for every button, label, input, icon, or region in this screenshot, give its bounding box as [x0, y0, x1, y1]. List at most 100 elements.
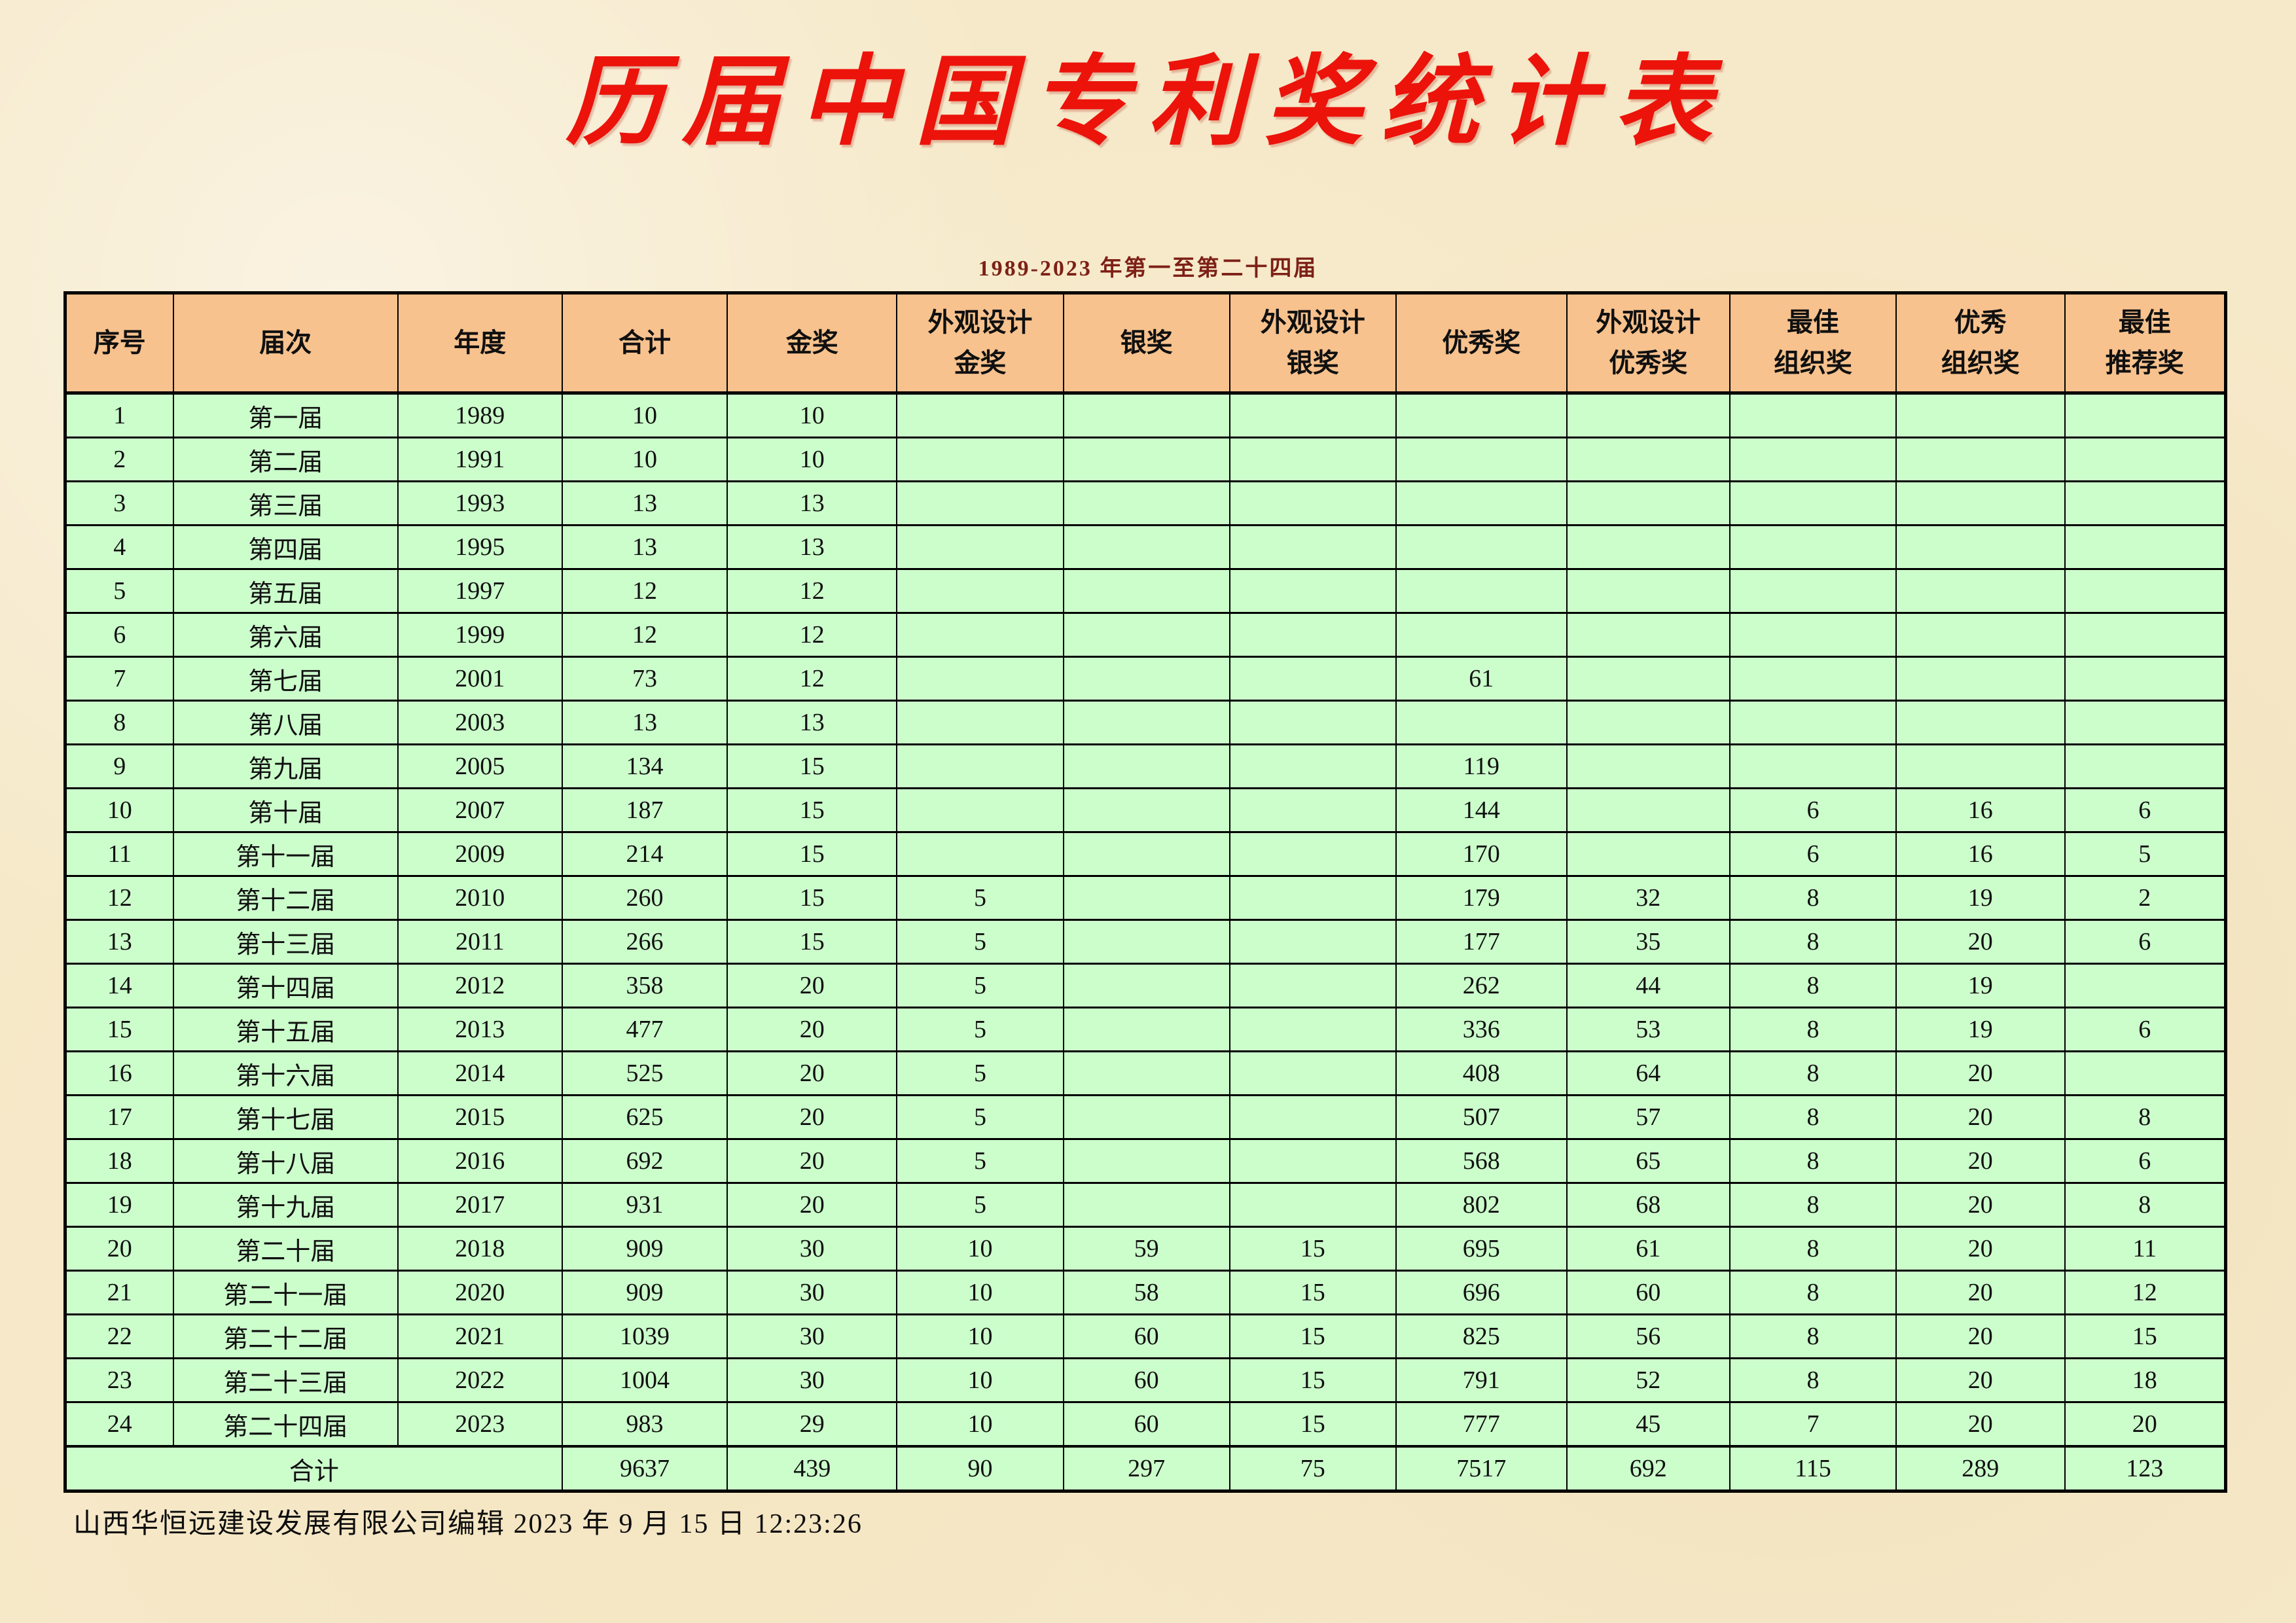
table-row: 6 第六届 1999 12 12 — [64, 612, 2227, 658]
cell-silver — [1062, 831, 1230, 877]
cell-best-recommendation — [2064, 524, 2227, 570]
cell-index: 4 — [64, 524, 174, 570]
column-header-design-silver: 外观设计 银奖 — [1229, 292, 1397, 395]
cell-design-silver: 15 — [1229, 1270, 1397, 1315]
cell-silver — [1062, 700, 1230, 745]
cell-session: 第十八届 — [172, 1138, 399, 1184]
cell-gold: 15 — [726, 787, 898, 833]
cell-design-silver — [1229, 392, 1397, 438]
cell-silver: 60 — [1062, 1357, 1230, 1403]
cell-best-organization: 6 — [1729, 831, 1897, 877]
cell-excellence — [1395, 700, 1568, 745]
cell-best-organization: 8 — [1729, 1094, 1897, 1140]
cell-design-excellence — [1566, 437, 1731, 482]
cell-excellence: 791 — [1395, 1357, 1568, 1403]
cell-index: 13 — [64, 919, 174, 965]
cell-index: 12 — [64, 875, 174, 921]
cell-session: 第十三届 — [172, 919, 399, 965]
cell-silver — [1062, 787, 1230, 833]
cell-gold: 30 — [726, 1226, 898, 1272]
cell-best-organization: 8 — [1729, 1182, 1897, 1228]
cell-excellence: 507 — [1395, 1094, 1568, 1140]
cell-design-gold: 10 — [896, 1226, 1064, 1272]
cell-best-organization — [1729, 743, 1897, 789]
cell-silver — [1062, 392, 1230, 438]
cell-year: 1991 — [397, 437, 563, 482]
cell-silver — [1062, 524, 1230, 570]
cell-design-gold: 5 — [896, 1138, 1064, 1184]
column-header-year: 年度 — [397, 292, 563, 395]
cell-gold: 20 — [726, 1138, 898, 1184]
cell-year: 2011 — [397, 919, 563, 965]
cell-design-silver — [1229, 1094, 1397, 1140]
cell-session: 第七届 — [172, 656, 399, 702]
cell-design-silver — [1229, 437, 1397, 482]
cell-total: 13 — [561, 700, 728, 745]
cell-gold: 20 — [726, 1007, 898, 1052]
cell-design-excellence: 68 — [1566, 1182, 1731, 1228]
cell-excellence — [1395, 524, 1568, 570]
column-header-total: 合计 — [561, 292, 728, 395]
cell-index: 1 — [64, 392, 174, 438]
cell-gold: 10 — [726, 392, 898, 438]
table-row: 3 第三届 1993 13 13 — [64, 480, 2227, 526]
cell-silver — [1062, 1094, 1230, 1140]
cell-design-silver: 15 — [1229, 1313, 1397, 1359]
cell-excellence — [1395, 437, 1568, 482]
cell-total: 358 — [561, 963, 728, 1008]
cell-index: 2 — [64, 437, 174, 482]
cell-session: 第四届 — [172, 524, 399, 570]
cell-design-excellence: 53 — [1566, 1007, 1731, 1052]
cell-session: 第六届 — [172, 612, 399, 658]
cell-design-gold — [896, 568, 1064, 614]
cell-best-recommendation — [2064, 612, 2227, 658]
cell-best-recommendation — [2064, 437, 2227, 482]
cell-design-gold — [896, 700, 1064, 745]
cell-total: 73 — [561, 656, 728, 702]
total-cell-design-gold: 90 — [896, 1445, 1064, 1492]
cell-index: 3 — [64, 480, 174, 526]
cell-excellence: 177 — [1395, 919, 1568, 965]
cell-excellent-organization: 20 — [1895, 1094, 2066, 1140]
cell-design-gold — [896, 656, 1064, 702]
cell-index: 7 — [64, 656, 174, 702]
cell-design-gold — [896, 480, 1064, 526]
cell-session: 第十五届 — [172, 1007, 399, 1052]
table-row: 9 第九届 2005 134 15 119 — [64, 743, 2227, 789]
cell-design-gold — [896, 524, 1064, 570]
cell-best-recommendation: 6 — [2064, 1138, 2227, 1184]
cell-total: 525 — [561, 1050, 728, 1096]
cell-best-organization: 8 — [1729, 919, 1897, 965]
cell-best-organization: 8 — [1729, 1138, 1897, 1184]
header-row: 序号 届次 年度 合计 金奖 外观设计 金奖 银奖 外观设计 银奖 优秀奖 外观设计 优秀奖 最佳 … — [64, 292, 2227, 395]
cell-best-organization: 8 — [1729, 1313, 1897, 1359]
cell-design-silver — [1229, 1138, 1397, 1184]
cell-total: 909 — [561, 1270, 728, 1315]
cell-excellent-organization — [1895, 656, 2066, 702]
cell-design-gold: 10 — [896, 1313, 1064, 1359]
cell-excellent-organization — [1895, 392, 2066, 438]
cell-excellence: 170 — [1395, 831, 1568, 877]
cell-session: 第三届 — [172, 480, 399, 526]
column-header-excellent-organization: 优秀 组织奖 — [1895, 292, 2066, 395]
cell-excellent-organization: 20 — [1895, 1138, 2066, 1184]
cell-year: 2005 — [397, 743, 563, 789]
cell-design-gold: 5 — [896, 875, 1064, 921]
cell-design-excellence — [1566, 480, 1731, 526]
cell-index: 18 — [64, 1138, 174, 1184]
cell-best-recommendation: 5 — [2064, 831, 2227, 877]
cell-design-excellence: 65 — [1566, 1138, 1731, 1184]
cell-design-excellence: 52 — [1566, 1357, 1731, 1403]
cell-design-gold: 5 — [896, 1094, 1064, 1140]
cell-total: 931 — [561, 1182, 728, 1228]
table-row: 11 第十一届 2009 214 15 170 6 16 5 — [64, 831, 2227, 877]
cell-total: 134 — [561, 743, 728, 789]
cell-excellent-organization: 19 — [1895, 1007, 2066, 1052]
cell-index: 21 — [64, 1270, 174, 1315]
cell-year: 1999 — [397, 612, 563, 658]
cell-silver — [1062, 612, 1230, 658]
cell-total: 13 — [561, 480, 728, 526]
cell-excellent-organization — [1895, 568, 2066, 614]
table-body: 1 第一届 1989 10 10 2 第二届 1991 10 10 3 第三届 1993 13 13 4 第四届… — [64, 392, 2227, 1492]
cell-silver — [1062, 568, 1230, 614]
